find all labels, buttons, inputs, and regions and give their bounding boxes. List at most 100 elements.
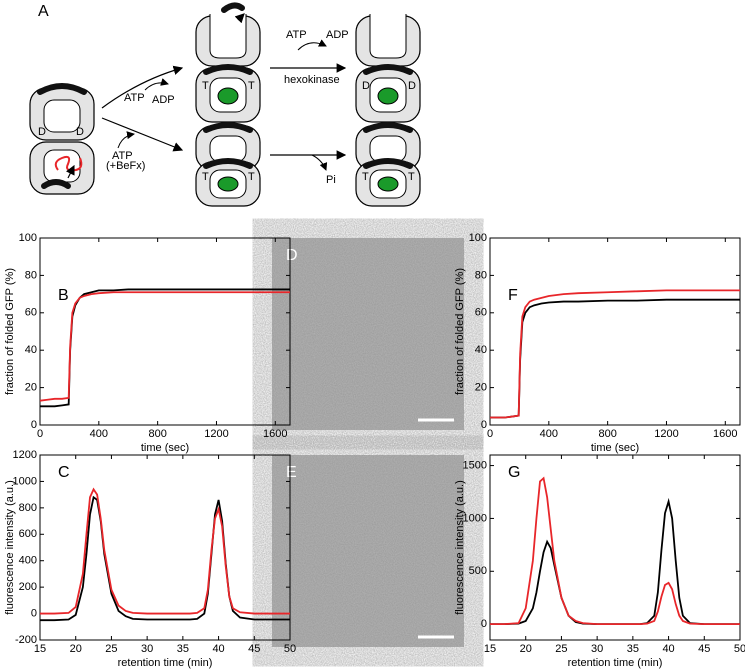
cavity bbox=[43, 99, 81, 133]
series-line bbox=[490, 497, 740, 626]
diagram-text: T bbox=[202, 80, 209, 92]
micrograph-texture bbox=[272, 238, 464, 430]
panel-label: F bbox=[508, 287, 518, 304]
panel-label: G bbox=[508, 464, 520, 481]
diagram-text: ATP bbox=[286, 29, 307, 41]
gfp bbox=[377, 87, 399, 105]
x-axis-label: time (sec) bbox=[591, 442, 639, 454]
x-tick-label: 40 bbox=[662, 643, 674, 655]
diagram-text: T bbox=[202, 171, 209, 183]
y-tick-label: 0 bbox=[31, 607, 37, 619]
diagram-text: D bbox=[76, 126, 84, 138]
y-axis-label: fraction of folded GFP (%) bbox=[454, 268, 466, 395]
diagram-text: D bbox=[38, 126, 46, 138]
x-tick-label: 30 bbox=[591, 643, 603, 655]
panel-label: C bbox=[58, 464, 70, 481]
arrow bbox=[117, 131, 135, 149]
y-tick-label: 400 bbox=[19, 555, 37, 567]
y-tick-label: 40 bbox=[25, 344, 37, 356]
x-tick-label: 800 bbox=[148, 428, 166, 440]
series-line bbox=[39, 291, 290, 402]
x-tick-label: 1600 bbox=[713, 428, 737, 440]
x-tick-label: 40 bbox=[212, 643, 224, 655]
diagram-text: ADP bbox=[152, 94, 175, 106]
plot-frame bbox=[39, 237, 291, 426]
x-tick-label: 25 bbox=[105, 643, 117, 655]
cochaperonin bbox=[363, 64, 413, 75]
y-tick-label: 20 bbox=[475, 382, 487, 394]
x-tick-label: 45 bbox=[248, 643, 260, 655]
arrow bbox=[144, 78, 169, 91]
x-tick-label: 400 bbox=[540, 428, 558, 440]
y-tick-label: 0 bbox=[481, 618, 487, 630]
cavity bbox=[369, 14, 407, 59]
diagram-text: ATP bbox=[124, 92, 145, 104]
cochaperonin bbox=[37, 83, 87, 95]
arrow bbox=[234, 13, 245, 24]
arrow bbox=[101, 117, 184, 152]
arrow bbox=[311, 154, 328, 171]
y-axis-label: fluorescence intensity (a.u.) bbox=[4, 480, 16, 615]
diagram-text: (+BeFx) bbox=[106, 160, 145, 172]
released-cochaperonin bbox=[221, 2, 245, 13]
gfp bbox=[217, 176, 239, 192]
cochaperonin bbox=[363, 122, 413, 133]
x-tick-label: 15 bbox=[484, 643, 496, 655]
diagram-text: ATP bbox=[112, 150, 133, 162]
x-tick-label: 35 bbox=[177, 643, 189, 655]
x-tick-label: 20 bbox=[520, 643, 532, 655]
panel-label: E bbox=[286, 464, 297, 481]
cochaperonin bbox=[203, 158, 253, 169]
y-tick-label: 20 bbox=[25, 382, 37, 394]
diagram-text: hexokinase bbox=[284, 74, 340, 86]
plot-frame bbox=[489, 237, 741, 426]
x-tick-label: 0 bbox=[487, 428, 493, 440]
free-cochaperonin bbox=[41, 179, 71, 189]
y-tick-label: 1500 bbox=[463, 459, 487, 471]
cochaperonin bbox=[203, 122, 253, 133]
x-tick-label: 400 bbox=[90, 428, 108, 440]
plot-frame bbox=[39, 454, 291, 641]
cavity bbox=[43, 149, 81, 183]
y-tick-label: -200 bbox=[15, 634, 37, 646]
diagram-text: Pi bbox=[326, 174, 336, 186]
y-tick-label: 500 bbox=[469, 565, 487, 577]
x-tick-label: 35 bbox=[627, 643, 639, 655]
panel-label: A bbox=[38, 3, 49, 20]
y-tick-label: 1000 bbox=[463, 512, 487, 524]
x-tick-label: 30 bbox=[141, 643, 153, 655]
arrow bbox=[101, 65, 184, 109]
x-tick-label: 50 bbox=[734, 643, 745, 655]
series-line bbox=[490, 476, 740, 626]
micrograph: E bbox=[272, 455, 464, 647]
diagram-text: T bbox=[248, 80, 255, 92]
diagram-text: T bbox=[408, 171, 415, 183]
x-tick-label: 15 bbox=[34, 643, 46, 655]
x-tick-label: 25 bbox=[555, 643, 567, 655]
micrograph: D bbox=[272, 238, 464, 430]
y-tick-label: 80 bbox=[25, 269, 37, 281]
y-tick-label: 60 bbox=[475, 307, 487, 319]
x-tick-label: 1200 bbox=[654, 428, 678, 440]
diagram-text: T bbox=[362, 171, 369, 183]
diagram-text: D bbox=[362, 80, 370, 92]
x-tick-label: 50 bbox=[284, 643, 296, 655]
x-axis-label: time (sec) bbox=[141, 442, 189, 454]
y-tick-label: 1200 bbox=[13, 449, 37, 461]
y-axis-label: fluorescence intensity (a.u.) bbox=[454, 480, 466, 615]
y-tick-label: 200 bbox=[19, 581, 37, 593]
x-tick-label: 800 bbox=[598, 428, 616, 440]
x-tick-label: 20 bbox=[70, 643, 82, 655]
y-tick-label: 0 bbox=[31, 419, 37, 431]
x-tick-label: 0 bbox=[37, 428, 43, 440]
panel-label: B bbox=[58, 287, 69, 304]
series-line bbox=[490, 298, 740, 419]
y-tick-label: 40 bbox=[475, 344, 487, 356]
cavity bbox=[209, 14, 247, 59]
arrow bbox=[297, 39, 327, 51]
gfp bbox=[217, 87, 239, 105]
series-line bbox=[40, 487, 290, 615]
substrate bbox=[54, 155, 83, 172]
diagram-text: T bbox=[248, 171, 255, 183]
